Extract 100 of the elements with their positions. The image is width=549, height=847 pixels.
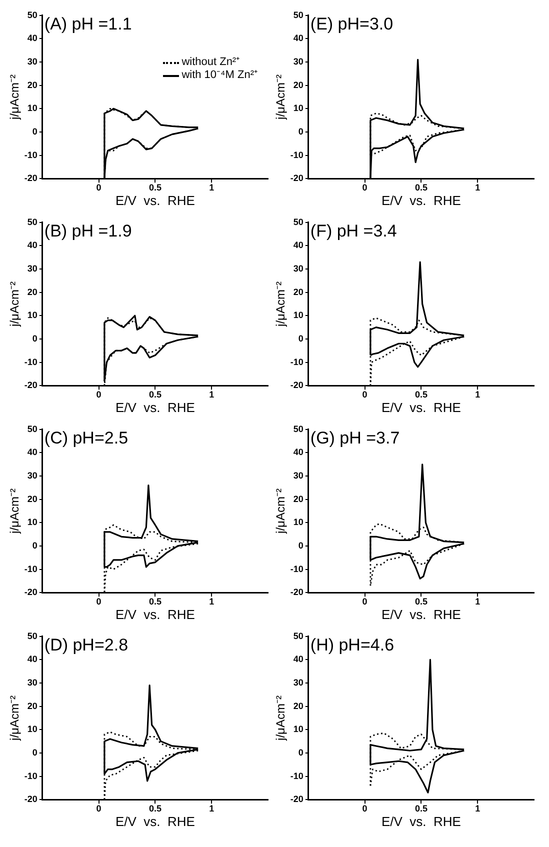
- y-tick-label: -10: [24, 770, 38, 781]
- y-tick-label: 30: [27, 678, 38, 688]
- chart-title: (E) pH=3.0: [310, 14, 394, 34]
- y-tick-label: 20: [27, 700, 38, 711]
- x-tick-label: 0: [362, 389, 368, 400]
- y-tick-label: 40: [293, 447, 304, 458]
- y-tick-label: 20: [27, 80, 38, 90]
- chart-title: (H) pH=4.6: [310, 636, 394, 655]
- x-tick-label: 0.5: [414, 389, 428, 400]
- x-axis-title: E/V vs. RHE: [115, 606, 196, 622]
- y-tick-label: 50: [293, 630, 304, 641]
- y-tick-label: 20: [293, 700, 304, 711]
- y-tick-label: 0: [298, 540, 304, 550]
- x-tick-label: 1: [209, 803, 214, 814]
- y-tick-label: 30: [293, 470, 304, 481]
- y-axis-title: j/μAcm⁻²: [274, 74, 288, 120]
- x-tick-label: 0: [362, 182, 368, 192]
- y-tick-label: -20: [290, 380, 304, 390]
- y-tick-label: 10: [27, 517, 38, 528]
- y-tick-label: 50: [293, 216, 304, 227]
- y-axis-title: j/μAcm⁻²: [274, 696, 288, 742]
- x-tick-label: 1: [475, 182, 480, 192]
- x-tick-label: 0.5: [148, 389, 162, 400]
- y-tick-label: -10: [290, 770, 304, 781]
- y-tick-label: 10: [27, 310, 38, 320]
- x-tick-label: 0: [96, 389, 102, 400]
- y-tick-label: 20: [293, 286, 304, 297]
- y-axis-title: j/μAcm⁻²: [274, 282, 288, 328]
- x-tick-label: 1: [209, 389, 214, 400]
- x-tick-label: 1: [475, 389, 480, 400]
- y-tick-label: 30: [27, 470, 38, 481]
- y-tick-label: -20: [24, 794, 38, 804]
- y-tick-label: 30: [293, 56, 304, 67]
- y-tick-label: -20: [24, 380, 38, 390]
- y-tick-label: 50: [293, 10, 304, 20]
- y-tick-label: 0: [298, 747, 304, 758]
- y-tick-label: 50: [27, 630, 38, 641]
- x-tick-label: 0: [96, 596, 102, 606]
- x-tick-label: 1: [209, 596, 214, 606]
- y-tick-label: 50: [27, 424, 38, 434]
- y-tick-label: 0: [32, 126, 38, 136]
- y-tick-label: 40: [27, 447, 38, 458]
- y-axis-title: j/μAcm⁻²: [274, 488, 288, 534]
- x-tick-label: 0.5: [414, 182, 428, 192]
- y-tick-label: -10: [24, 356, 38, 367]
- x-tick-label: 0.5: [414, 596, 428, 606]
- legend-label: without Zn²⁺: [182, 56, 240, 69]
- y-tick-label: 0: [32, 333, 38, 344]
- x-tick-label: 0.5: [148, 596, 162, 606]
- y-tick-label: -10: [24, 564, 38, 574]
- y-tick-label: 0: [298, 126, 304, 136]
- y-tick-label: 10: [27, 103, 38, 114]
- x-axis-title: E/V vs. RHE: [115, 400, 196, 415]
- x-axis-title: E/V vs. RHE: [381, 192, 462, 208]
- chart-title: (G) pH =3.7: [310, 428, 400, 448]
- y-tick-label: 40: [27, 240, 38, 250]
- y-tick-label: 0: [32, 540, 38, 550]
- y-tick-label: 40: [293, 654, 304, 664]
- y-tick-label: 30: [293, 264, 304, 274]
- y-tick-label: -20: [24, 587, 38, 598]
- y-tick-label: 10: [293, 103, 304, 114]
- y-tick-label: 40: [27, 654, 38, 664]
- y-tick-label: 10: [27, 724, 38, 734]
- y-tick-label: 40: [293, 33, 304, 44]
- y-axis-title: j/μAcm⁻²: [8, 488, 22, 534]
- x-tick-label: 0: [362, 596, 368, 606]
- x-tick-label: 1: [475, 596, 480, 606]
- chart-title: (D) pH=2.8: [44, 636, 128, 655]
- y-tick-label: 50: [293, 424, 304, 434]
- x-axis-title: E/V vs. RHE: [381, 606, 462, 622]
- y-tick-label: 20: [27, 286, 38, 297]
- y-tick-label: 30: [27, 56, 38, 67]
- x-tick-label: 0: [96, 182, 102, 192]
- y-tick-label: 20: [27, 494, 38, 504]
- y-tick-label: 0: [298, 333, 304, 344]
- chart-title: (A) pH =1.1: [44, 14, 132, 34]
- x-tick-label: 0: [362, 803, 368, 814]
- x-tick-label: 1: [209, 182, 214, 192]
- y-tick-label: 30: [27, 264, 38, 274]
- y-tick-label: 50: [27, 10, 38, 20]
- x-axis-title: E/V vs. RHE: [115, 192, 196, 208]
- x-axis-title: E/V vs. RHE: [115, 814, 196, 829]
- y-tick-label: -20: [290, 587, 304, 598]
- y-tick-label: -20: [290, 794, 304, 804]
- legend-label: with 10⁻⁴M Zn²⁺: [182, 69, 258, 82]
- chart-title: (C) pH=2.5: [44, 428, 128, 448]
- y-tick-label: 0: [32, 747, 38, 758]
- y-tick-label: -10: [24, 150, 38, 160]
- y-tick-label: -20: [24, 173, 38, 184]
- x-axis-title: E/V vs. RHE: [381, 814, 462, 829]
- y-tick-label: 20: [293, 494, 304, 504]
- x-tick-label: 0.5: [148, 803, 162, 814]
- y-tick-label: 50: [27, 216, 38, 227]
- y-tick-label: 40: [27, 33, 38, 44]
- y-tick-label: 10: [293, 517, 304, 528]
- y-tick-label: -10: [290, 564, 304, 574]
- y-tick-label: -10: [290, 150, 304, 160]
- y-tick-label: 10: [293, 724, 304, 734]
- chart-title: (B) pH =1.9: [44, 222, 132, 241]
- y-tick-label: -10: [290, 356, 304, 367]
